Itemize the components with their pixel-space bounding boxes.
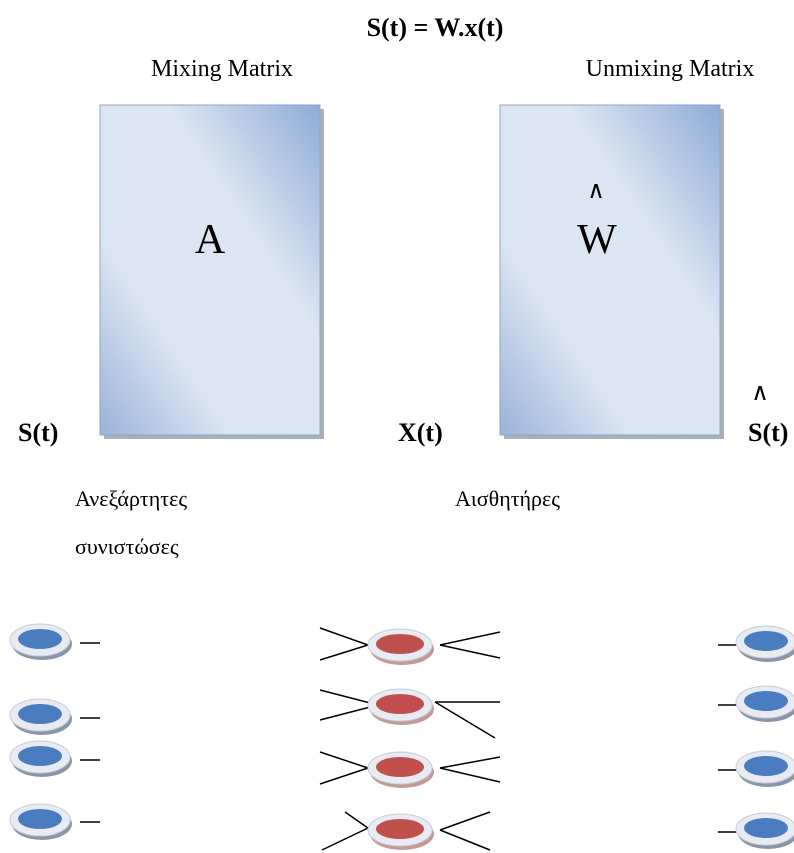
matrix-box [99,104,321,436]
matrix-heading: Mixing Matrix [151,56,293,82]
signal-label: S(t) [748,418,788,447]
matrix-heading: Unmixing Matrix [586,56,755,82]
estimate-nodes [718,625,794,850]
source-nodes [9,623,100,841]
matrix-label: W [577,217,617,263]
sensor-nodes [319,627,501,851]
caption: Ανεξάρτητες [75,486,187,511]
hat: ∧ [751,380,769,406]
signal-label: S(t) [18,418,58,447]
signal-label: X(t) [398,418,443,447]
matrix-label: A [195,217,226,263]
matrix-box [499,104,721,436]
equation: S(t) = W.x(t) [367,13,504,42]
hat: ∧ [587,178,605,204]
caption: Αισθητήρες [455,486,560,511]
caption: συνιστώσες [75,534,179,559]
